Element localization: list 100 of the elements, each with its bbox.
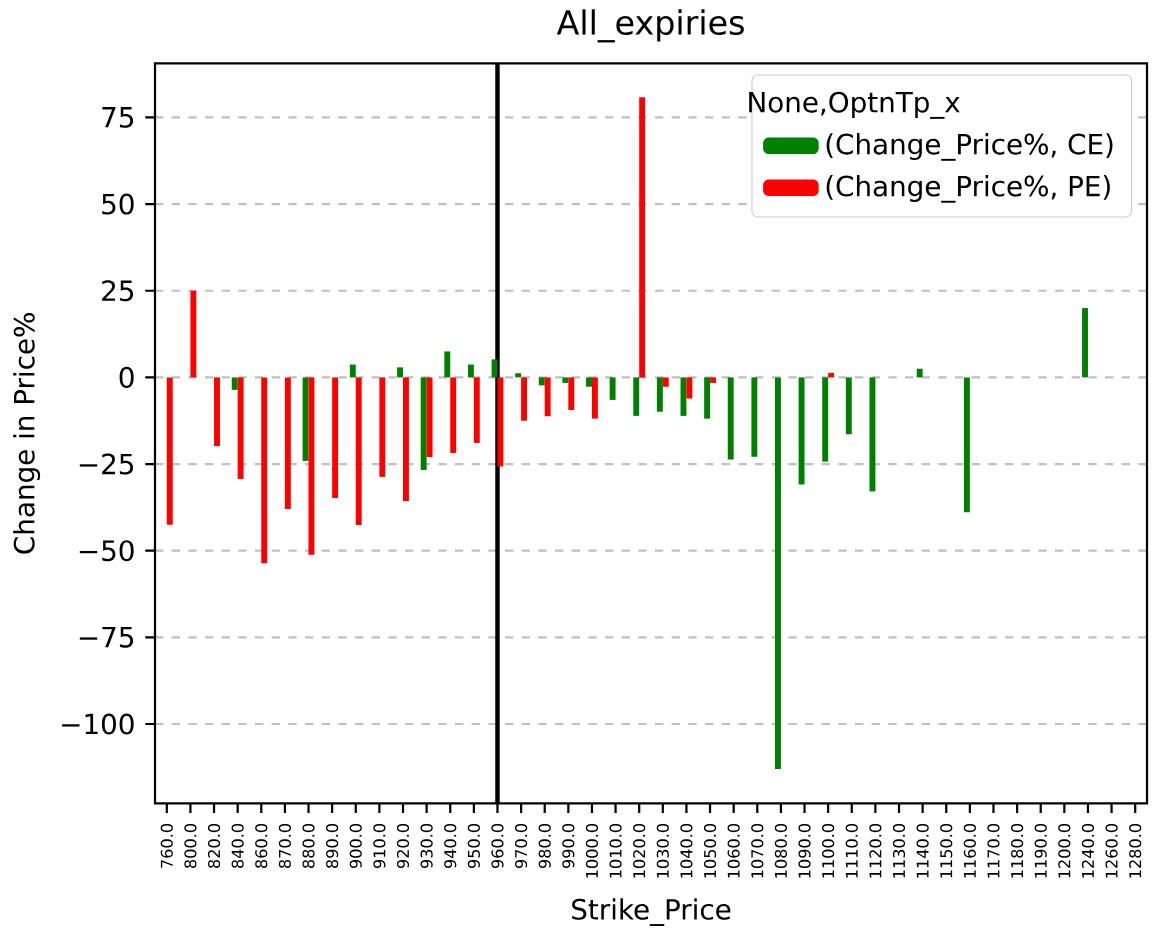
bar bbox=[444, 351, 451, 378]
bar bbox=[822, 377, 829, 462]
x-tick-label: 970.0 bbox=[514, 823, 528, 868]
bar bbox=[190, 290, 197, 378]
bar bbox=[379, 377, 386, 477]
bar bbox=[166, 377, 173, 525]
bar bbox=[798, 377, 805, 485]
bar bbox=[916, 368, 923, 378]
bar bbox=[355, 377, 362, 525]
bar bbox=[521, 377, 527, 421]
x-tick-label: 1080.0 bbox=[774, 823, 787, 878]
x-tick-label: 1030.0 bbox=[656, 823, 669, 878]
x-tick-label: 1190.0 bbox=[1034, 823, 1047, 878]
bar bbox=[403, 377, 409, 501]
x-tick-label: 1100.0 bbox=[822, 823, 835, 878]
y-tick-label: 75 bbox=[102, 106, 134, 128]
bar bbox=[497, 377, 504, 467]
bar bbox=[727, 377, 734, 460]
x-tick-label: 1070.0 bbox=[751, 823, 764, 878]
bar bbox=[467, 364, 474, 378]
x-tick-label: 860.0 bbox=[255, 823, 268, 868]
bar bbox=[662, 377, 669, 387]
x-tick-label: 760.0 bbox=[160, 823, 173, 868]
legend-label: (Change_Price%, CE) bbox=[826, 132, 1113, 161]
y-axis-title: Change in Price% bbox=[13, 312, 41, 554]
chart-title: All_expiries bbox=[556, 9, 744, 43]
y-tick-label: 25 bbox=[102, 280, 134, 302]
x-tick-label: 1260.0 bbox=[1105, 823, 1118, 878]
x-tick-label: 1200.0 bbox=[1058, 823, 1071, 878]
x-tick-label: 1040.0 bbox=[680, 823, 693, 878]
x-tick-label: 940.0 bbox=[444, 823, 457, 868]
x-tick-label: 1140.0 bbox=[916, 823, 929, 878]
bar bbox=[845, 377, 852, 435]
x-tick-label: 1280.0 bbox=[1129, 823, 1142, 878]
bar bbox=[302, 377, 309, 461]
bar bbox=[284, 377, 291, 509]
x-tick-label: 1240.0 bbox=[1081, 823, 1095, 878]
legend-label: (Change_Price%, PE) bbox=[826, 174, 1110, 203]
x-tick-label: 1020.0 bbox=[633, 823, 646, 878]
y-tick-label: 0 bbox=[119, 366, 134, 388]
bar bbox=[963, 377, 970, 513]
x-tick-label: 870.0 bbox=[278, 823, 291, 868]
bar bbox=[261, 377, 268, 563]
x-tick-label: 1130.0 bbox=[892, 823, 906, 878]
x-tick-label: 930.0 bbox=[420, 823, 433, 868]
bar bbox=[515, 373, 522, 378]
bar bbox=[633, 377, 640, 416]
bar bbox=[426, 377, 433, 457]
x-tick-label: 1160.0 bbox=[963, 823, 976, 878]
x-axis-title: Strike_Price bbox=[572, 898, 731, 926]
y-tick-label: −75 bbox=[79, 626, 134, 648]
bar bbox=[710, 377, 716, 383]
x-tick-label: 880.0 bbox=[302, 823, 315, 868]
bar bbox=[591, 377, 598, 419]
bar bbox=[544, 377, 551, 417]
bar bbox=[237, 377, 244, 479]
x-tick-label: 900.0 bbox=[349, 823, 362, 868]
x-tick-label: 840.0 bbox=[231, 823, 244, 868]
bar bbox=[639, 97, 646, 378]
x-tick-label: 990.0 bbox=[562, 823, 575, 868]
x-tick-label: 1120.0 bbox=[869, 823, 882, 878]
y-tick-label: −100 bbox=[62, 713, 134, 735]
bar bbox=[775, 377, 781, 769]
x-tick-label: 960.0 bbox=[491, 823, 504, 868]
bar bbox=[562, 377, 569, 383]
bar bbox=[450, 377, 457, 453]
bar bbox=[686, 377, 693, 399]
bar bbox=[397, 367, 404, 378]
x-tick-label: 1090.0 bbox=[798, 823, 811, 878]
x-tick-label: 1010.0 bbox=[609, 823, 622, 878]
x-tick-label: 1150.0 bbox=[940, 823, 953, 878]
bar bbox=[420, 377, 427, 470]
bar bbox=[332, 377, 339, 498]
bar bbox=[473, 377, 480, 443]
x-tick-label: 1050.0 bbox=[703, 823, 717, 878]
bar bbox=[751, 377, 758, 457]
bar bbox=[1082, 307, 1088, 378]
bar bbox=[704, 377, 711, 419]
x-tick-label: 1180.0 bbox=[1010, 823, 1024, 878]
bar bbox=[586, 377, 592, 387]
bar bbox=[231, 377, 238, 390]
x-tick-label: 800.0 bbox=[184, 823, 197, 868]
x-tick-label: 1060.0 bbox=[727, 823, 740, 878]
x-tick-label: 1000.0 bbox=[585, 823, 599, 878]
bar bbox=[214, 377, 220, 446]
y-tick-label: 50 bbox=[102, 193, 134, 215]
x-tick-label: 920.0 bbox=[396, 823, 410, 868]
bar bbox=[349, 364, 356, 378]
bar bbox=[568, 377, 575, 410]
x-tick-label: 820.0 bbox=[207, 823, 221, 868]
x-tick-label: 1170.0 bbox=[987, 823, 1000, 878]
legend-title: None,OptnTp_x bbox=[749, 91, 960, 119]
y-tick-label: −50 bbox=[79, 539, 134, 562]
x-tick-label: 950.0 bbox=[467, 823, 480, 868]
x-tick-label: 910.0 bbox=[373, 823, 386, 868]
bar bbox=[538, 377, 545, 386]
x-tick-label: 1110.0 bbox=[845, 823, 858, 878]
y-tick-label: −25 bbox=[79, 453, 134, 475]
bar bbox=[656, 377, 663, 412]
x-tick-label: 980.0 bbox=[538, 823, 551, 868]
